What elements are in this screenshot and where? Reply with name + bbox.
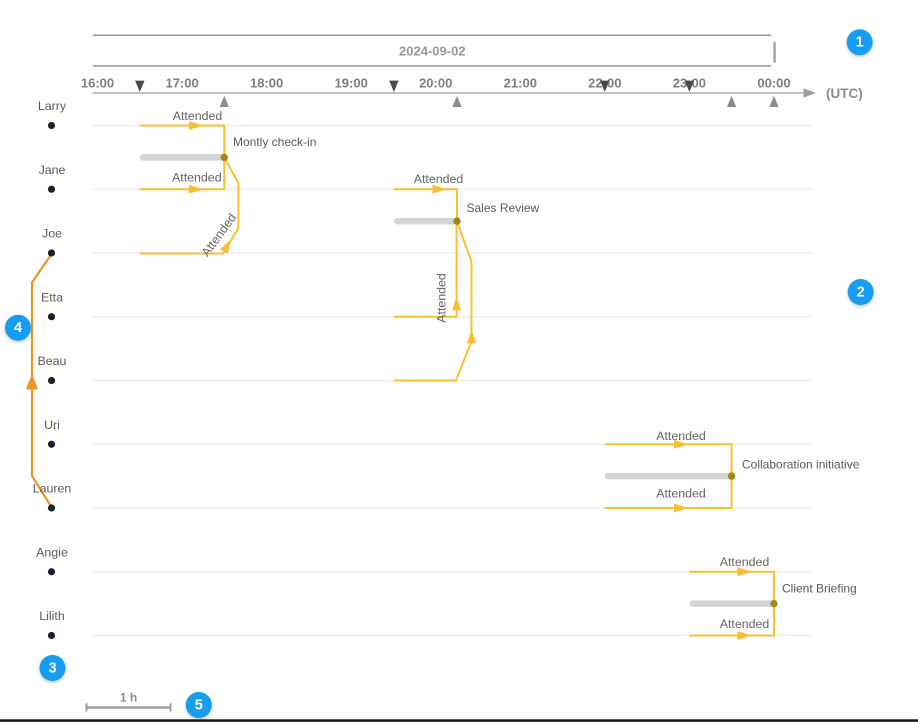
svg-text:Attended: Attended xyxy=(720,617,770,631)
svg-text:Montly check-in: Montly check-in xyxy=(233,135,316,149)
svg-text:(UTC): (UTC) xyxy=(826,86,863,101)
svg-text:Attended: Attended xyxy=(435,273,449,323)
svg-text:Lauren: Lauren xyxy=(33,482,72,496)
svg-text:1 h: 1 h xyxy=(120,691,137,705)
svg-text:Larry: Larry xyxy=(38,99,67,113)
svg-text:1: 1 xyxy=(856,35,864,51)
svg-text:Attended: Attended xyxy=(656,429,706,443)
svg-text:Client Briefing: Client Briefing xyxy=(782,582,857,596)
svg-text:Attended: Attended xyxy=(414,172,464,186)
svg-text:Beau: Beau xyxy=(38,354,67,368)
svg-text:Joe: Joe xyxy=(42,227,62,241)
svg-text:Attended: Attended xyxy=(172,171,222,185)
svg-text:16:00: 16:00 xyxy=(81,76,114,91)
svg-text:3: 3 xyxy=(48,661,56,677)
svg-text:4: 4 xyxy=(14,320,22,336)
svg-text:00:00: 00:00 xyxy=(757,76,790,91)
svg-text:19:00: 19:00 xyxy=(335,76,368,91)
svg-text:2: 2 xyxy=(857,285,865,301)
svg-text:18:00: 18:00 xyxy=(250,76,283,91)
svg-text:Attended: Attended xyxy=(720,555,770,569)
svg-text:2024-09-02: 2024-09-02 xyxy=(399,44,466,59)
svg-text:Collaboration initiative: Collaboration initiative xyxy=(742,458,860,472)
svg-text:Lilith: Lilith xyxy=(39,609,65,623)
svg-text:Jane: Jane xyxy=(39,163,66,177)
svg-text:17:00: 17:00 xyxy=(165,76,198,91)
svg-text:Angie: Angie xyxy=(36,546,68,560)
svg-text:Attended: Attended xyxy=(656,486,706,500)
svg-text:Uri: Uri xyxy=(44,418,60,432)
svg-text:Sales Review: Sales Review xyxy=(467,201,540,215)
svg-text:Etta: Etta xyxy=(41,291,63,305)
svg-text:21:00: 21:00 xyxy=(504,76,537,91)
svg-text:20:00: 20:00 xyxy=(419,76,452,91)
svg-text:Attended: Attended xyxy=(173,109,223,123)
svg-text:5: 5 xyxy=(195,698,203,714)
